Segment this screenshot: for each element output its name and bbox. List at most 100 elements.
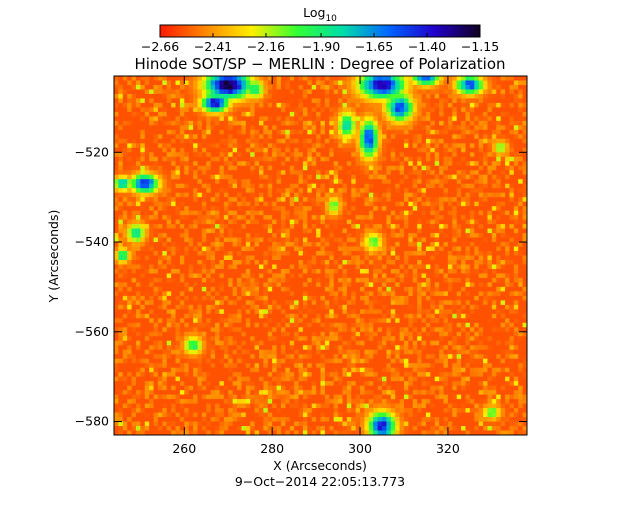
heatmap-cell <box>500 264 506 270</box>
heatmap-cell <box>329 76 335 82</box>
heatmap-cell <box>491 300 497 306</box>
heatmap-cell <box>443 129 449 135</box>
heatmap-cell <box>179 295 185 301</box>
heatmap-cell <box>280 129 286 135</box>
heatmap-cell <box>430 125 436 131</box>
heatmap-cell <box>329 264 335 270</box>
heatmap-cell <box>377 286 383 292</box>
heatmap-cell <box>254 282 260 288</box>
heatmap-cell <box>228 129 234 135</box>
heatmap-cell <box>285 237 291 243</box>
heatmap-cell <box>469 107 475 113</box>
heatmap-cell <box>193 259 199 266</box>
heatmap-cell <box>421 192 427 198</box>
heatmap-cell <box>258 259 264 266</box>
heatmap-cell <box>320 282 326 288</box>
heatmap-cell <box>311 224 317 230</box>
heatmap-cell <box>390 93 396 100</box>
heatmap-cell <box>377 188 383 194</box>
heatmap-cell <box>245 219 251 225</box>
heatmap-cell <box>263 111 269 117</box>
heatmap-cell <box>390 165 396 171</box>
heatmap-cell <box>140 282 146 288</box>
heatmap-cell <box>377 76 383 82</box>
heatmap-cell <box>162 246 168 252</box>
heatmap-cell <box>193 170 199 176</box>
heatmap-cell <box>316 138 322 144</box>
heatmap-cell <box>342 304 348 310</box>
heatmap-cell <box>518 93 524 100</box>
heatmap-cell <box>131 273 137 279</box>
heatmap-cell <box>258 228 264 234</box>
heatmap-cell <box>316 129 322 135</box>
heatmap-cell <box>206 147 212 153</box>
heatmap-cell <box>469 255 475 261</box>
heatmap-cell <box>258 156 264 162</box>
heatmap-cell <box>390 143 396 149</box>
heatmap-cell <box>188 93 194 100</box>
heatmap-cell <box>219 286 225 292</box>
heatmap-cell <box>329 147 335 153</box>
heatmap-cell <box>276 138 282 144</box>
heatmap-cell <box>188 237 194 243</box>
heatmap-cell <box>333 237 339 243</box>
heatmap-cell <box>298 300 304 306</box>
heatmap-cell <box>447 219 453 225</box>
heatmap-cell <box>386 273 392 279</box>
heatmap-cell <box>149 228 155 234</box>
heatmap-cell <box>144 188 150 194</box>
heatmap-cell <box>210 138 216 144</box>
heatmap-cell <box>258 273 264 279</box>
heatmap-cell <box>425 192 431 198</box>
heatmap-cell <box>241 304 247 310</box>
heatmap-cell <box>382 295 387 301</box>
heatmap-cell <box>223 93 229 100</box>
heatmap-cell <box>276 300 282 306</box>
heatmap-cell <box>382 273 387 279</box>
heatmap-cell <box>289 295 295 301</box>
heatmap-cell <box>417 228 423 234</box>
heatmap-cell <box>320 170 326 176</box>
heatmap-cell <box>175 259 181 266</box>
heatmap-cell <box>395 98 401 104</box>
heatmap-cell <box>294 129 300 135</box>
heatmap-cell <box>461 300 467 306</box>
heatmap-cell <box>294 215 300 221</box>
heatmap-cell <box>289 277 295 284</box>
heatmap-cell <box>474 89 480 95</box>
heatmap-cell <box>263 183 269 189</box>
heatmap-cell <box>302 107 308 113</box>
heatmap-cell <box>294 237 300 243</box>
heatmap-cell <box>280 183 286 189</box>
heatmap-cell <box>505 259 511 266</box>
heatmap-cell <box>131 300 137 306</box>
heatmap-cell <box>368 147 374 153</box>
heatmap-cell <box>188 147 194 153</box>
heatmap-cell <box>399 165 405 171</box>
heatmap-cell <box>421 282 427 288</box>
heatmap-cell <box>114 107 119 113</box>
heatmap-cell <box>491 309 497 315</box>
heatmap-cell <box>469 295 475 301</box>
heatmap-cell <box>237 255 243 261</box>
heatmap-cell <box>215 259 221 266</box>
heatmap-cell <box>311 143 317 149</box>
heatmap-cell <box>153 268 159 275</box>
heatmap-cell <box>360 93 366 100</box>
heatmap-cell <box>179 273 185 279</box>
heatmap-cell <box>157 228 163 234</box>
heatmap-cell <box>179 98 185 104</box>
heatmap-cell <box>171 80 177 86</box>
heatmap-cell <box>412 107 418 113</box>
heatmap-cell <box>491 219 497 225</box>
heatmap-cell <box>447 224 453 230</box>
heatmap-cell <box>324 268 330 275</box>
heatmap-cell <box>245 210 251 216</box>
heatmap-cell <box>417 93 423 100</box>
heatmap-cell <box>263 264 269 270</box>
heatmap-cell <box>421 251 427 257</box>
heatmap-cell <box>329 277 335 284</box>
heatmap-cell <box>390 138 396 144</box>
heatmap-cell <box>149 111 155 117</box>
heatmap-cell <box>280 80 286 86</box>
